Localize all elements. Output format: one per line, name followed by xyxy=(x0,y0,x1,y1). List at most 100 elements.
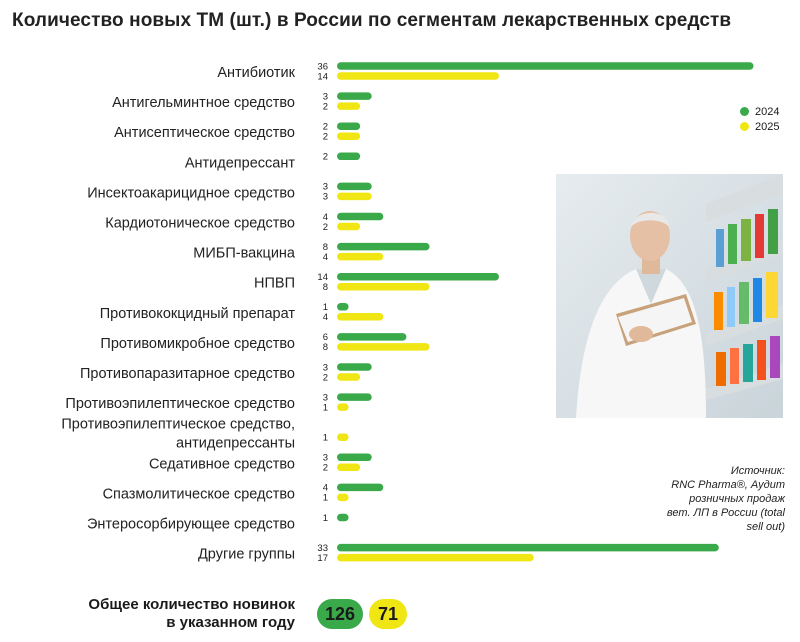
category-label: Антисептическое средство xyxy=(114,125,295,141)
category-label: Седативное средство xyxy=(149,456,295,472)
value-label-2025: 8 xyxy=(323,342,328,353)
bar-2025 xyxy=(337,343,430,351)
value-label-2024: 3 xyxy=(323,91,328,102)
value-label-2025: 3 xyxy=(323,192,328,203)
category-label: Антибиотик xyxy=(217,65,295,81)
legend: 2024 2025 xyxy=(740,104,779,134)
bar-2025 xyxy=(337,493,349,502)
bar-2024 xyxy=(337,303,349,311)
bar-2025 xyxy=(337,252,384,261)
bar-2024 xyxy=(337,363,372,371)
bar-2024 xyxy=(337,543,719,552)
total-2025-badge: 71 xyxy=(369,599,407,629)
value-label-2024: 2 xyxy=(323,152,328,163)
category-label: Противоэпилептическое средство xyxy=(65,396,295,412)
value-label-2024: 3 xyxy=(323,362,328,373)
bar-2024 xyxy=(337,182,372,191)
bar-2024 xyxy=(337,62,754,70)
total-2024-badge: 126 xyxy=(317,599,363,629)
value-label-2025: 1 xyxy=(323,493,328,504)
value-label-2025: 2 xyxy=(323,463,328,474)
bar-2025 xyxy=(337,433,349,441)
value-label-2024: 1 xyxy=(323,302,328,313)
legend-item-2025: 2025 xyxy=(740,119,779,134)
value-label-2024: 8 xyxy=(323,242,328,253)
category-label: Антидепрессант xyxy=(185,155,295,171)
category-label: МИБП-вакцина xyxy=(193,246,296,262)
bar-2025 xyxy=(337,313,384,321)
category-label: Противоэпилептическое средство, xyxy=(61,417,295,433)
value-label-2024: 3 xyxy=(323,182,328,193)
source-line-5: sell out) xyxy=(746,521,785,533)
category-label: Кардиотоническое средство xyxy=(105,216,295,232)
legend-label-2024: 2024 xyxy=(755,105,780,118)
legend-swatch-2025 xyxy=(740,122,749,131)
bar-2024 xyxy=(337,513,349,522)
pharmacist-photo xyxy=(556,174,783,418)
value-label-2025: 14 xyxy=(317,71,328,82)
value-label-2024: 3 xyxy=(323,392,328,403)
value-label-2025: 2 xyxy=(323,222,328,233)
bar-2024 xyxy=(337,453,372,462)
value-label-2024: 14 xyxy=(317,272,328,283)
bar-2025 xyxy=(337,222,361,231)
bar-2024 xyxy=(337,92,372,100)
category-label: антидепрессанты xyxy=(176,436,295,452)
value-label-2024: 1 xyxy=(323,513,328,524)
totals-label-line-1: Общее количество новинок xyxy=(88,596,295,613)
source-line-2: RNC Pharma®, Аудит xyxy=(671,479,785,491)
source-note: Источник: RNC Pharma®, Аудит розничных п… xyxy=(640,464,785,534)
category-label: Энтеросорбирующее средство xyxy=(87,517,295,533)
value-label-2024: 4 xyxy=(323,483,328,494)
source-line-4: вет. ЛП в России (total xyxy=(666,507,785,519)
bar-2025 xyxy=(337,132,361,140)
category-label: Инсектоакарицидное средство xyxy=(87,185,295,201)
bar-2024 xyxy=(337,242,430,251)
value-label-2025: 4 xyxy=(323,312,328,323)
chart-title: Количество новых ТМ (шт.) в России по се… xyxy=(12,10,732,31)
value-label-2024: 2 xyxy=(323,122,328,133)
legend-label-2025: 2025 xyxy=(755,120,780,133)
value-label-2024: 4 xyxy=(323,212,328,223)
bar-2024 xyxy=(337,272,499,281)
bar-2025 xyxy=(337,463,361,472)
category-label: Антигельминтное средство xyxy=(112,95,295,111)
value-label-2025: 8 xyxy=(323,282,328,293)
totals-label-line-2: в указанном году xyxy=(166,614,295,631)
value-label-2025: 1 xyxy=(323,433,328,444)
bar-2025 xyxy=(337,72,499,80)
category-label: Противококцидный препарат xyxy=(100,306,296,322)
value-label-2025: 2 xyxy=(323,101,328,112)
value-label-2025: 17 xyxy=(317,553,328,564)
bar-2024 xyxy=(337,212,384,221)
category-label: Противомикробное средство xyxy=(100,336,295,352)
value-label-2025: 1 xyxy=(323,402,328,413)
category-label: НПВП xyxy=(254,276,295,292)
bar-2025 xyxy=(337,192,372,201)
value-label-2024: 6 xyxy=(323,332,328,343)
category-label: Другие группы xyxy=(198,547,295,563)
source-line-1: Источник: xyxy=(730,465,785,477)
value-label-2024: 33 xyxy=(317,543,328,554)
bar-2024 xyxy=(337,393,372,401)
value-label-2025: 4 xyxy=(323,252,328,263)
bar-2024 xyxy=(337,122,361,130)
totals-label: Общее количество новинок в указанном год… xyxy=(30,596,295,632)
legend-swatch-2024 xyxy=(740,107,749,116)
bar-2025 xyxy=(337,282,430,291)
bar-2024 xyxy=(337,483,384,492)
value-label-2025: 2 xyxy=(323,132,328,143)
bar-2025 xyxy=(337,553,534,562)
source-line-3: розничных продаж xyxy=(689,493,785,505)
value-label-2025: 2 xyxy=(323,372,328,383)
value-label-2024: 3 xyxy=(323,453,328,464)
value-label-2024: 36 xyxy=(317,61,328,72)
bar-2025 xyxy=(337,403,349,411)
category-label: Противопаразитарное средство xyxy=(80,366,295,382)
bar-2024 xyxy=(337,333,407,341)
category-label: Спазмолитическое средство xyxy=(103,486,295,502)
bar-2024 xyxy=(337,152,361,161)
bar-2025 xyxy=(337,373,361,381)
legend-item-2024: 2024 xyxy=(740,104,779,119)
